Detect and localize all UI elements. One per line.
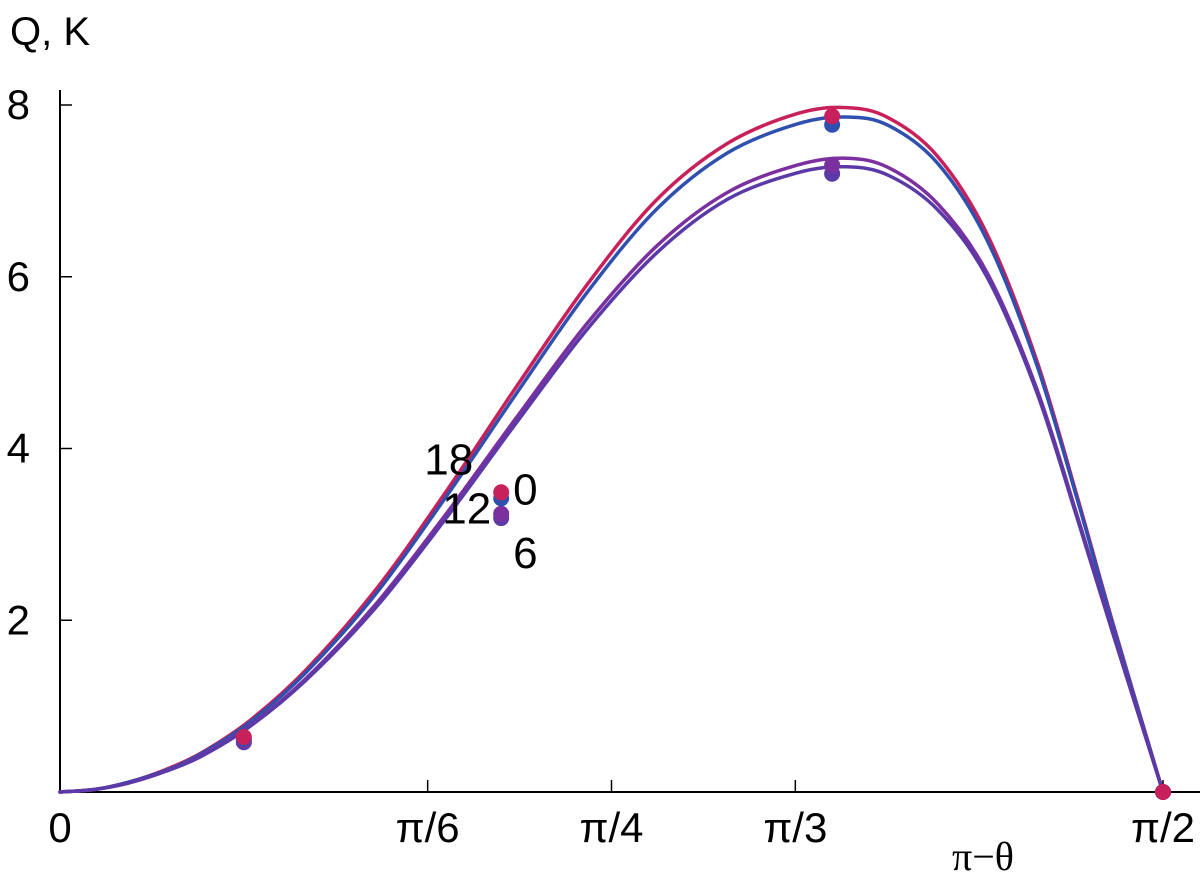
series-line-0 [58, 105, 1165, 794]
x-tick-label: π/4 [579, 804, 643, 851]
y-axis-label: Q, K [10, 10, 90, 54]
point-label: 12 [442, 484, 491, 533]
data-point-marker [1155, 784, 1171, 800]
x-tick-label: π/3 [763, 804, 827, 851]
data-point-marker [824, 108, 841, 125]
point-label: 6 [513, 529, 537, 578]
annotation-layer: 18 0 12 6 [424, 435, 537, 578]
x-tick-label: π/2 [1131, 804, 1195, 851]
data-point-marker [235, 729, 252, 746]
series-layer [58, 105, 1171, 800]
axes: 0 π/6 π/4 π/3 π/2 2 4 6 8 Q, K π−θ [7, 10, 1200, 878]
x-tick-label: π/6 [396, 804, 460, 851]
series-line-3 [58, 164, 1165, 794]
y-tick-label: 6 [7, 253, 30, 300]
y-tick-label: 8 [7, 81, 30, 128]
data-point-marker [493, 484, 510, 501]
data-point-marker [493, 505, 510, 522]
point-label: 18 [424, 435, 473, 484]
series-line-1 [58, 115, 1165, 794]
y-tick-label: 4 [7, 425, 30, 472]
y-tick-label: 2 [7, 596, 30, 643]
point-label: 0 [513, 465, 537, 514]
x-tick-label: 0 [48, 804, 71, 851]
x-axis-label: π−θ [952, 834, 1014, 878]
data-point-marker [824, 157, 841, 174]
